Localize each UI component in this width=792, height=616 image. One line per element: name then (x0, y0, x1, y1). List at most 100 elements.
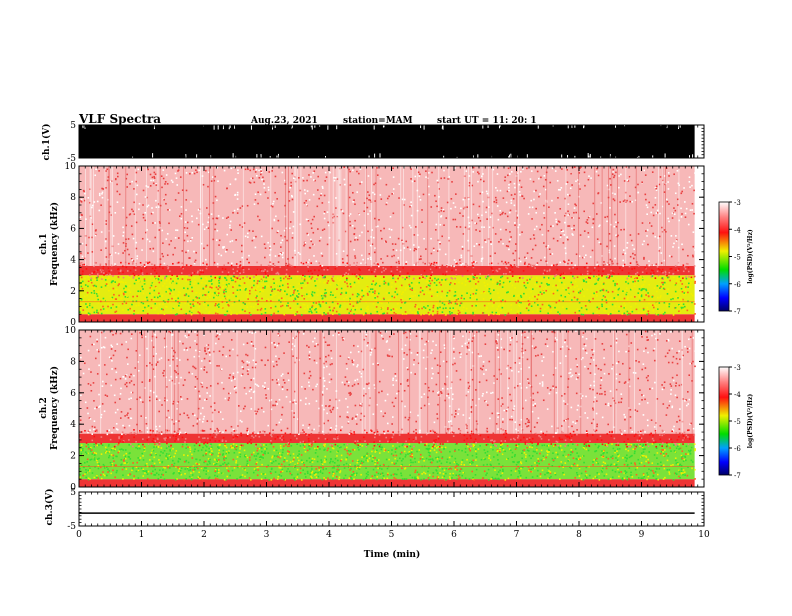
noise-speck (298, 177, 300, 179)
band-speck (396, 288, 398, 290)
band-speck (660, 295, 662, 297)
noise-speck (261, 270, 263, 272)
noise-speck (381, 238, 383, 240)
band-speck (580, 290, 582, 292)
band-speck (492, 312, 494, 314)
noise-speck (622, 260, 624, 262)
noise-speck (409, 225, 411, 227)
waveform-gap (327, 125, 328, 130)
noise-speck (231, 380, 233, 382)
noise-speck (322, 255, 324, 257)
noise-speck (222, 354, 224, 356)
band-speck (289, 305, 291, 307)
band-speck (475, 305, 477, 307)
noise-speck (133, 202, 135, 204)
band-speck (653, 309, 655, 311)
noise-speck (557, 197, 559, 199)
noise-speck (136, 258, 138, 260)
band-speck (266, 280, 268, 282)
noise-speck (498, 219, 500, 221)
noise-speck (576, 378, 578, 380)
noise-speck (96, 341, 98, 343)
noise-speck (120, 417, 122, 419)
band-speck (395, 313, 397, 315)
band-speck (530, 291, 532, 293)
band-speck (564, 284, 566, 286)
band-speck (249, 290, 251, 292)
noise-speck (129, 214, 131, 216)
noise-speck (102, 192, 104, 194)
band-speck (265, 312, 267, 314)
band-speck (194, 277, 196, 279)
band-speck (235, 296, 237, 298)
noise-speck (282, 407, 284, 409)
noise-speck (635, 273, 637, 275)
noise-speck (332, 276, 334, 278)
noise-speck (597, 238, 599, 240)
noise-speck (100, 264, 102, 266)
noise-speck (602, 417, 604, 419)
band-speck (597, 279, 599, 281)
noise-speck (225, 268, 227, 270)
noise-speck (514, 259, 516, 261)
noise-speck (143, 217, 145, 219)
band-speck (552, 291, 554, 293)
noise-speck (253, 378, 255, 380)
noise-speck (251, 341, 253, 343)
noise-speck (326, 413, 328, 415)
band-speck (458, 313, 460, 315)
noise-speck (167, 233, 169, 235)
band-speck (444, 304, 446, 306)
noise-speck (80, 216, 82, 218)
noise-speck (202, 272, 204, 274)
noise-speck (610, 240, 612, 242)
noise-speck (556, 392, 558, 394)
band-speck (164, 283, 166, 285)
noise-speck (441, 207, 443, 209)
noise-speck (153, 251, 155, 253)
noise-speck (575, 358, 577, 360)
noise-speck (407, 273, 409, 275)
band-speck (674, 283, 676, 285)
noise-speck (361, 255, 363, 257)
noise-speck (228, 272, 230, 274)
noise-speck (542, 375, 544, 377)
band-speck (168, 278, 170, 280)
band-speck (561, 298, 563, 300)
noise-speck (282, 386, 284, 388)
noise-speck (408, 419, 410, 421)
noise-speck (305, 242, 307, 244)
noise-speck (314, 269, 316, 271)
band-speck (254, 288, 256, 290)
noise-speck (94, 271, 96, 273)
noise-speck (276, 364, 278, 366)
noise-speck (631, 268, 633, 270)
band-speck (278, 300, 280, 302)
band-speck (694, 281, 696, 283)
noise-speck (367, 258, 369, 260)
noise-speck (413, 431, 415, 433)
band-speck (445, 307, 447, 309)
noise-speck (588, 277, 590, 279)
band-speck (418, 308, 420, 310)
band-speck (488, 303, 490, 305)
noise-speck (114, 402, 116, 404)
noise-speck (677, 170, 679, 172)
band-speck (290, 295, 292, 297)
band-speck (370, 313, 372, 315)
noise-speck (656, 185, 658, 187)
noise-speck (383, 228, 385, 230)
noise-speck (171, 180, 173, 182)
noise-speck (116, 371, 118, 373)
noise-speck (202, 407, 204, 409)
band-speck (669, 280, 671, 282)
noise-speck (380, 198, 382, 200)
noise-speck (255, 193, 257, 195)
noise-speck (86, 268, 88, 270)
noise-speck (668, 172, 670, 174)
noise-speck (252, 230, 254, 232)
band-speck (688, 283, 690, 285)
noise-speck (109, 356, 111, 358)
band-speck (375, 300, 377, 302)
band-speck (274, 288, 276, 290)
